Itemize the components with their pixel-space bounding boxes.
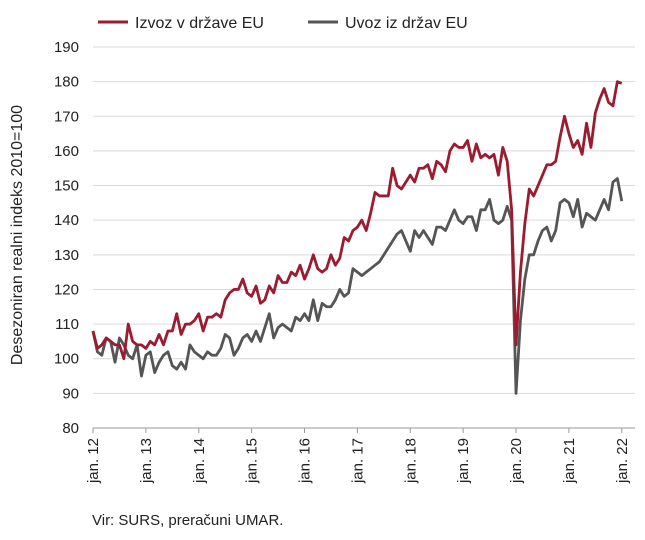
y-tick-label: 170 — [54, 108, 79, 125]
x-tick-label: jan. 20 — [508, 438, 525, 484]
y-tick-label: 130 — [54, 247, 79, 264]
x-tick-label: jan. 13 — [138, 438, 155, 484]
y-tick-label: 190 — [54, 39, 79, 56]
y-tick-label: 180 — [54, 74, 79, 91]
legend-label-import: Uvoz iz držav EU — [345, 15, 468, 32]
x-tick-label: jan. 22 — [614, 438, 631, 484]
y-tick-label: 120 — [54, 281, 79, 298]
y-tick-label: 150 — [54, 178, 79, 195]
legend-label-export: Izvoz v države EU — [135, 15, 264, 32]
y-tick-label: 140 — [54, 212, 79, 229]
x-tick-label: jan. 15 — [244, 438, 261, 484]
legend: Izvoz v države EU Uvoz iz držav EU — [98, 15, 468, 32]
x-tick-label: jan. 12 — [85, 438, 102, 484]
y-tick-label: 90 — [62, 385, 79, 402]
series-line-export — [91, 80, 623, 361]
x-tick-label: jan. 21 — [561, 438, 578, 484]
series-lines — [91, 80, 624, 395]
series-line-import — [91, 177, 624, 395]
x-tick-label: jan. 17 — [349, 438, 366, 484]
y-tick-labels: 80 90 100 110 120 130 140 150 160 170 180 190 — [54, 39, 79, 437]
y-axis-title: Desezoniran realni indeks 2010=100 — [9, 105, 26, 365]
x-tick-label: jan. 19 — [455, 438, 472, 484]
x-tick-labels: jan. 12 jan. 13 jan. 14 jan. 15 jan. 16 jan. … — [85, 428, 631, 484]
y-tick-label: 160 — [54, 143, 79, 160]
y-tick-label: 110 — [55, 316, 79, 333]
source-note: Vir: SURS, preračuni UMAR. — [92, 512, 284, 529]
x-tick-label: jan. 14 — [191, 438, 208, 484]
x-tick-label: jan. 18 — [402, 438, 419, 484]
y-tick-label: 80 — [62, 420, 79, 437]
x-tick-label: jan. 16 — [297, 438, 314, 484]
gridlines — [93, 46, 635, 394]
y-tick-label: 100 — [54, 351, 79, 368]
